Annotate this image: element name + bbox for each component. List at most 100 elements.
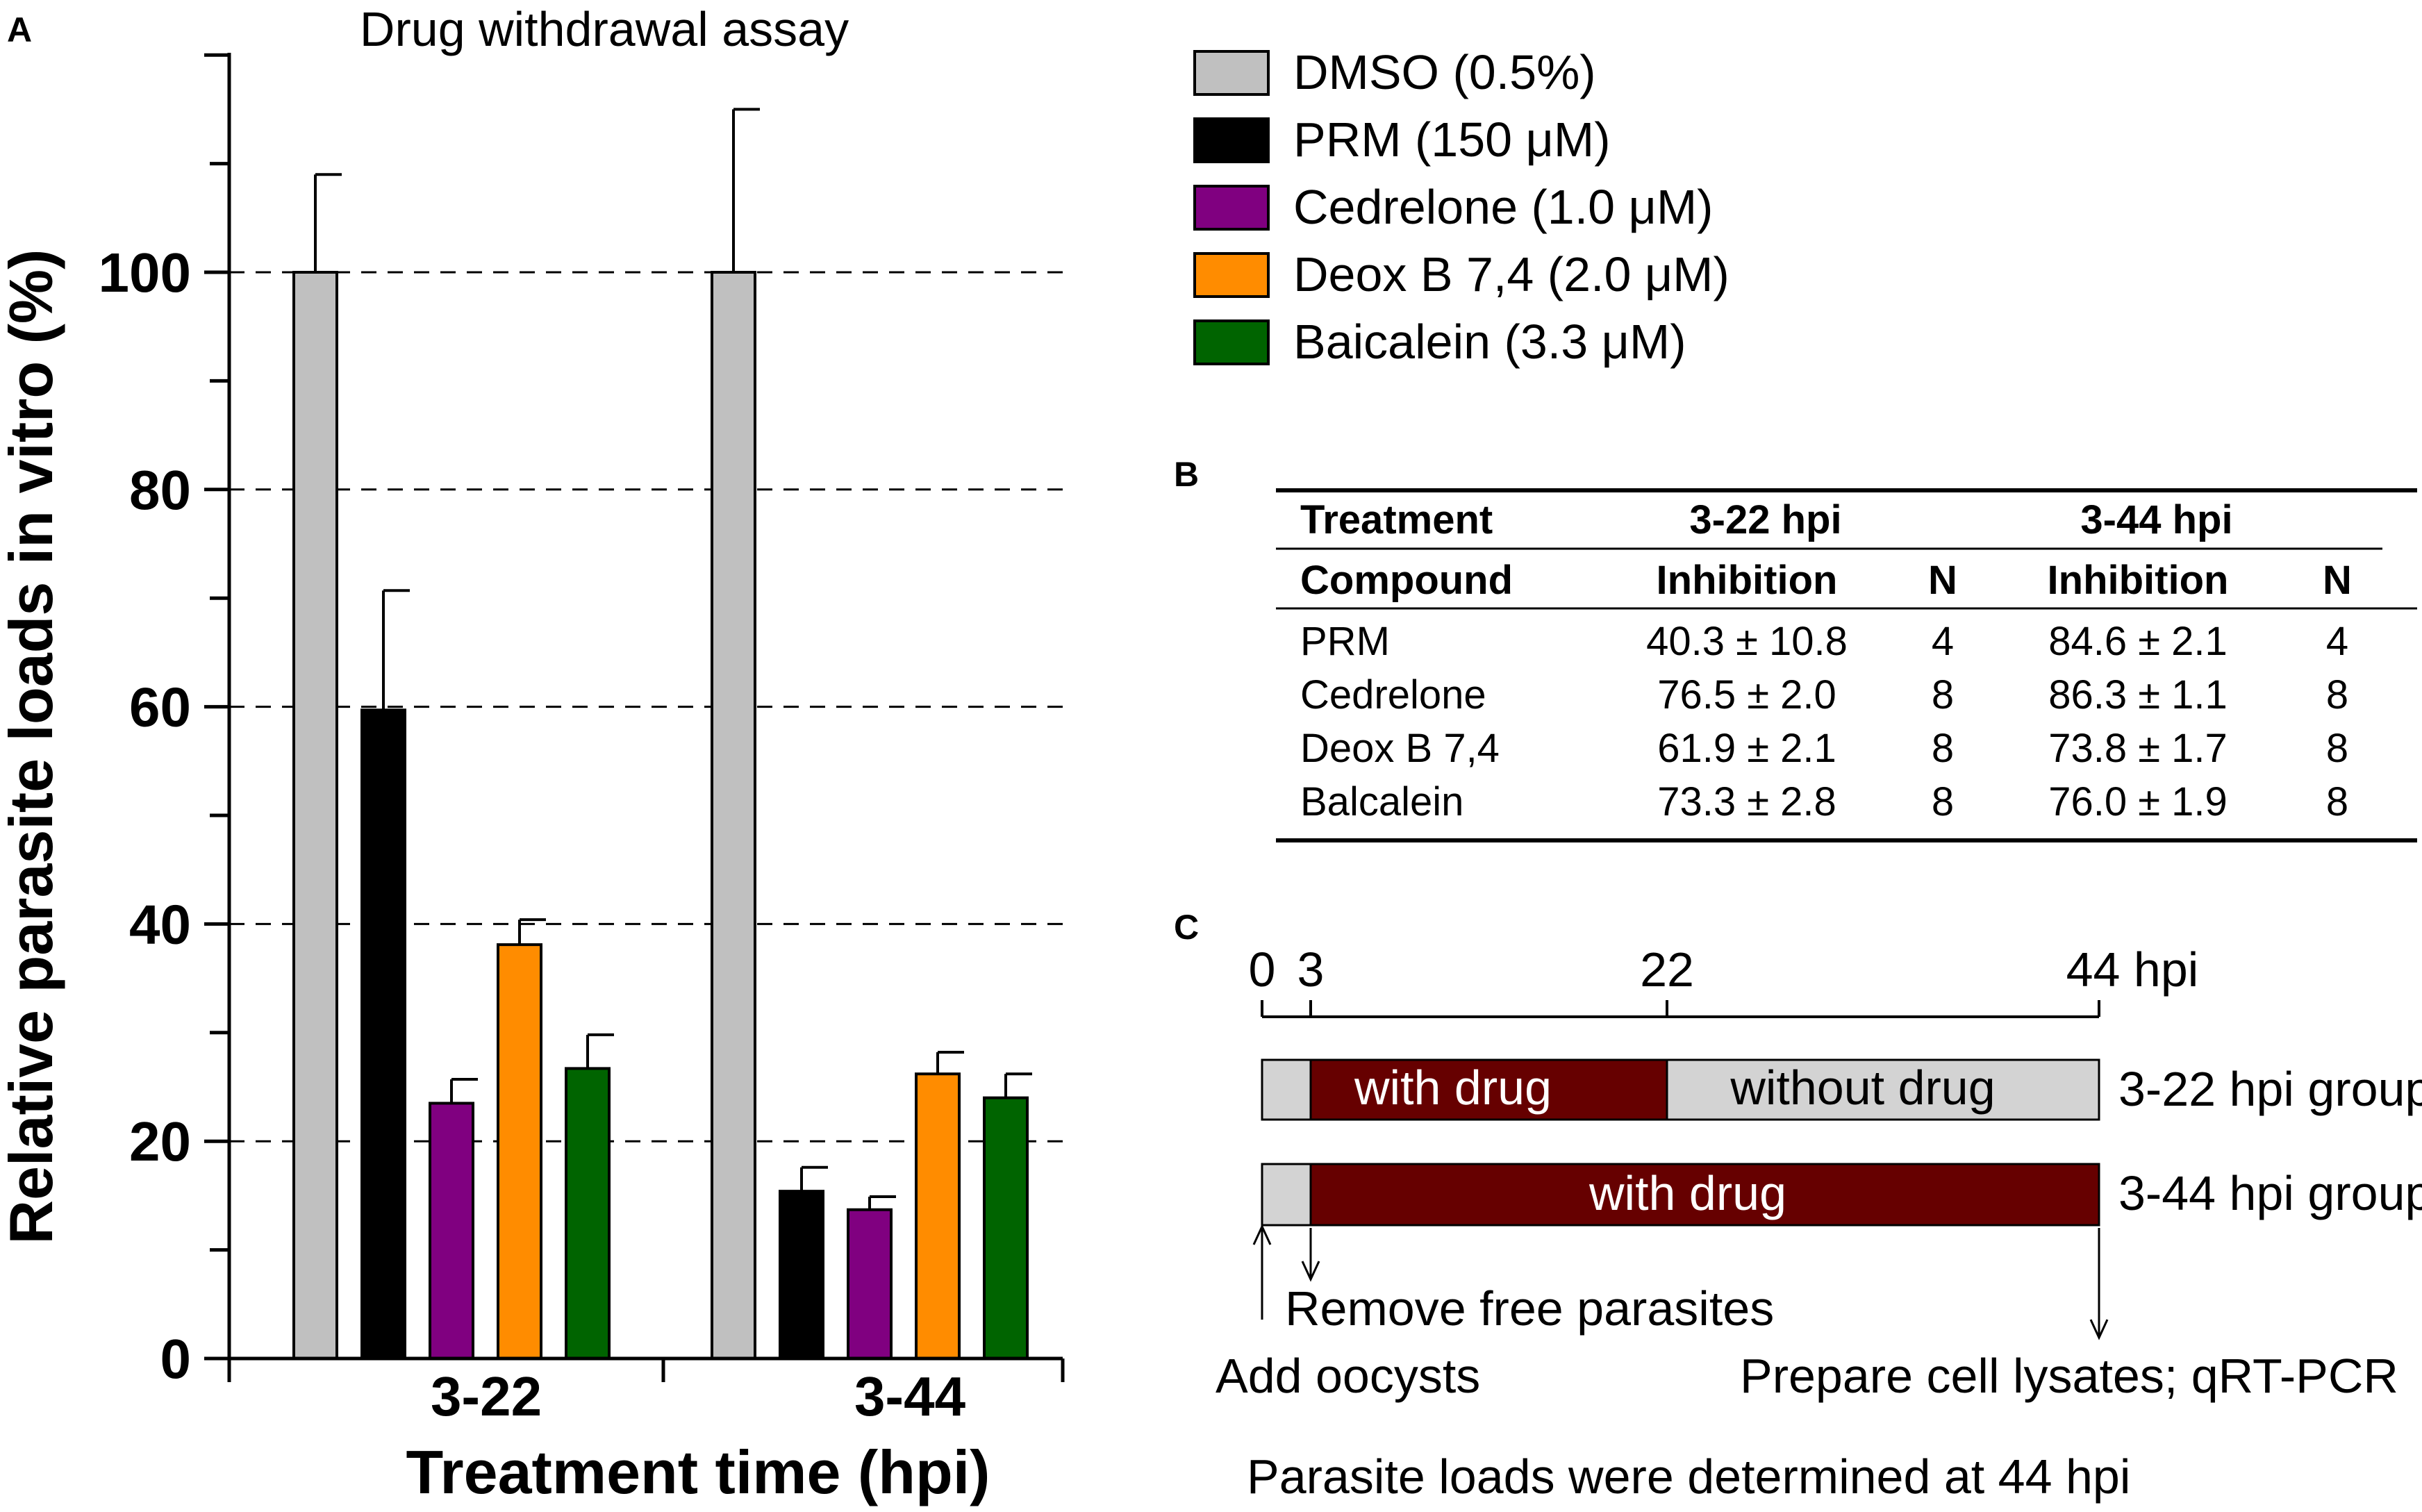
y-tick-label: 40 xyxy=(129,893,191,955)
group-label-3-44: 3-44 hpi group xyxy=(2118,1166,2422,1220)
table-cell-compound: PRM xyxy=(1300,619,1390,664)
table-cell-n-1: 8 xyxy=(1932,779,1954,824)
table-cell-compound: Balcalein xyxy=(1300,779,1463,824)
timeline-arrows xyxy=(1252,1224,2109,1340)
table-header-n-1: N xyxy=(1928,558,1957,603)
legend-swatch xyxy=(1193,117,1270,163)
bar xyxy=(711,271,756,1360)
bar xyxy=(292,271,338,1360)
table-cell-inhibition-2: 73.8 ± 1.7 xyxy=(2048,726,2228,771)
x-axis-label: Treatment time (hpi) xyxy=(406,1438,990,1506)
table-header-inhibition-2: Inhibition xyxy=(2048,558,2229,603)
legend-swatch xyxy=(1193,252,1270,298)
timeline-tick-3: 3 xyxy=(1297,942,1325,997)
timeline-bar-3-22: with drug without drug 3-22 hpi group xyxy=(1261,1058,2422,1121)
table-cell-n-1: 8 xyxy=(1932,726,1954,771)
table-cell-inhibition-1: 73.3 ± 2.8 xyxy=(1657,779,1836,824)
bar xyxy=(429,1102,474,1360)
add-oocysts-label: Add oocysts xyxy=(1216,1349,1480,1403)
legend-label: Deox B 7,4 (2.0 μM) xyxy=(1293,247,1730,301)
y-tick-label: 0 xyxy=(160,1328,192,1390)
legend-label: DMSO (0.5%) xyxy=(1293,45,1596,99)
table-header-inhibition-1: Inhibition xyxy=(1657,558,1838,603)
group-label-3-22: 3-22 hpi group xyxy=(2118,1062,2422,1116)
bar xyxy=(983,1096,1029,1360)
prepare-lysates-label: Prepare cell lysates; qRT-PCR xyxy=(1740,1349,2398,1403)
table-body: PRM 40.3 ± 10.8 4 84.6 ± 2.1 4 Cedrelone… xyxy=(1300,619,2348,824)
table-cell-n-2: 8 xyxy=(2326,726,2348,771)
timeline-tick-labels: 0 3 22 44 hpi xyxy=(1249,942,2199,997)
bar xyxy=(847,1208,893,1361)
table-cell-inhibition-1: 76.5 ± 2.0 xyxy=(1657,672,1836,717)
arrow-down-head xyxy=(1301,1261,1320,1282)
table-cell-compound: Cedrelone xyxy=(1300,672,1486,717)
x-tick-label: 3-44 xyxy=(854,1365,966,1427)
segment-pre xyxy=(1261,1163,1312,1227)
timeline-footer: Parasite loads were determined at 44 hpi xyxy=(1247,1449,2130,1504)
with-drug-label: with drug xyxy=(1354,1061,1552,1115)
legend-label: PRM (150 μM) xyxy=(1293,113,1611,167)
legend-label: Baicalein (3.3 μM) xyxy=(1293,315,1686,369)
table-cell-compound: Deox B 7,4 xyxy=(1300,726,1500,771)
x-tick-label: 3-22 xyxy=(431,1365,542,1427)
table-row: Balcalein 73.3 ± 2.8 8 76.0 ± 1.9 8 xyxy=(1300,779,2348,824)
table-header-n-2: N xyxy=(2323,558,2352,603)
with-drug-label: with drug xyxy=(1589,1166,1786,1220)
table-header-group-1: 3-22 hpi xyxy=(1689,497,1841,542)
y-tick-label: 60 xyxy=(129,676,191,738)
y-tick-label: 20 xyxy=(129,1111,191,1172)
bar xyxy=(497,943,542,1360)
y-tick-label: 80 xyxy=(129,459,191,521)
timeline-tick-0: 0 xyxy=(1249,942,1276,997)
table-cell-n-2: 4 xyxy=(2326,619,2348,664)
table-cell-inhibition-1: 40.3 ± 10.8 xyxy=(1646,619,1848,664)
table-header-compound: Compound xyxy=(1300,558,1513,603)
legend-label: Cedrelone (1.0 μM) xyxy=(1293,180,1713,234)
gridlines xyxy=(229,271,1063,1143)
y-axis-label: Relative parasite loads in vitro (%) xyxy=(0,249,65,1245)
timeline-tick-44: 44 hpi xyxy=(2066,942,2199,997)
panel-label-a: A xyxy=(7,10,32,49)
table-cell-inhibition-2: 76.0 ± 1.9 xyxy=(2048,779,2228,824)
arrow-down-head xyxy=(2089,1319,2109,1340)
table-row: Cedrelone 76.5 ± 2.0 8 86.3 ± 1.1 8 xyxy=(1300,672,2348,717)
error-bars xyxy=(314,108,1032,1210)
table-header-group-2: 3-44 hpi xyxy=(2080,497,2232,542)
bar xyxy=(360,708,406,1360)
bar xyxy=(915,1072,961,1361)
bar xyxy=(779,1190,824,1361)
arrow-up-head xyxy=(1252,1224,1272,1245)
legend: DMSO (0.5%) PRM (150 μM) Cedrelone (1.0 μM… xyxy=(1193,45,1730,369)
timeline-tick-22: 22 xyxy=(1640,942,1694,997)
table-header-row-2: Compound Inhibition N Inhibition N xyxy=(1300,558,2352,603)
panel-label-b: B xyxy=(1174,455,1199,494)
table-header-treatment: Treatment xyxy=(1300,497,1493,542)
chart-title: Drug withdrawal assay xyxy=(360,2,849,56)
segment-with-drug xyxy=(1309,1163,2100,1227)
y-tick-labels: 0 20 40 60 80 100 xyxy=(99,242,191,1390)
table-cell-n-1: 4 xyxy=(1932,619,1954,664)
legend-swatch xyxy=(1193,50,1270,96)
x-tick-labels: 3-22 3-44 xyxy=(431,1365,966,1427)
table-cell-n-1: 8 xyxy=(1932,672,1954,717)
segment-with-drug xyxy=(1309,1058,1668,1121)
table-row: PRM 40.3 ± 10.8 4 84.6 ± 2.1 4 xyxy=(1300,619,2348,664)
axes xyxy=(204,53,1065,1382)
table-row: Deox B 7,4 61.9 ± 2.1 8 73.8 ± 1.7 8 xyxy=(1300,726,2348,771)
remove-free-parasites-label: Remove free parasites xyxy=(1285,1281,1774,1336)
table-cell-inhibition-2: 84.6 ± 2.1 xyxy=(2048,619,2228,664)
timeline-axis xyxy=(1261,1000,2100,1018)
y-tick-label: 100 xyxy=(99,242,191,304)
legend-swatch xyxy=(1193,185,1270,231)
segment-pre xyxy=(1261,1058,1312,1121)
segment-without-drug xyxy=(1666,1058,2100,1121)
timeline-bar-3-44: with drug 3-44 hpi group xyxy=(1261,1163,2422,1227)
table-cell-n-2: 8 xyxy=(2326,779,2348,824)
bar xyxy=(565,1067,611,1360)
table-header-row-1: Treatment 3-22 hpi 3-44 hpi xyxy=(1300,497,2233,542)
without-drug-label: without drug xyxy=(1730,1061,1995,1115)
bars xyxy=(292,271,1029,1361)
table-cell-inhibition-1: 61.9 ± 2.1 xyxy=(1657,726,1836,771)
